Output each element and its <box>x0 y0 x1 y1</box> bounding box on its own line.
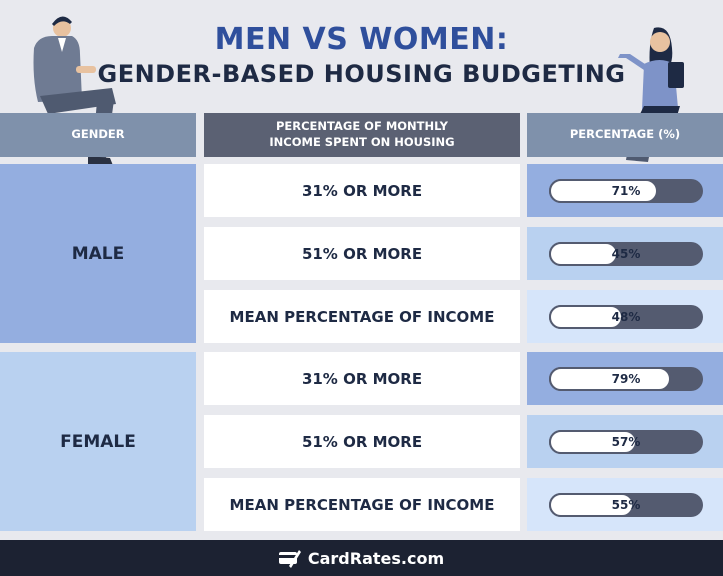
footer-brand: CardRates.com <box>307 548 445 568</box>
header-percentage: PERCENTAGE (%) <box>527 113 723 157</box>
bar-value-label: 57% <box>611 435 641 449</box>
header-metric-line1: PERCENTAGE OF MONTHLY <box>275 119 448 134</box>
chart-subtitle: GENDER-BASED HOUSING BUDGETING <box>97 60 626 88</box>
bar-value-label: 48% <box>611 310 641 324</box>
footer: CardRates.com <box>0 540 723 576</box>
bar-value-label: 71% <box>611 184 641 198</box>
bar-track: 45% <box>549 242 703 266</box>
header-metric: PERCENTAGE OF MONTHLY INCOME SPENT ON HO… <box>204 113 520 157</box>
group-male-label: MALE <box>71 243 125 264</box>
percentage-cell: 79% <box>527 352 723 405</box>
group-female: FEMALE <box>0 352 196 531</box>
metric-cell: 31% OR MORE <box>204 352 520 405</box>
bar-track: 57% <box>549 430 703 454</box>
cardrates-logo-icon <box>278 550 301 568</box>
percentage-cell: 71% <box>527 164 723 217</box>
header-metric-line2: INCOME SPENT ON HOUSING <box>269 135 455 149</box>
bar-fill <box>549 493 634 517</box>
percentage-cell: 48% <box>527 290 723 343</box>
bar-fill <box>549 179 659 203</box>
group-female-label: FEMALE <box>60 431 136 452</box>
metric-cell: 51% OR MORE <box>204 227 520 280</box>
metric-cell: MEAN PERCENTAGE OF INCOME <box>204 478 520 531</box>
bar-value-label: 55% <box>611 498 641 512</box>
bar-fill <box>549 242 619 266</box>
bar-track: 71% <box>549 179 703 203</box>
bar-value-label: 45% <box>611 247 641 261</box>
percentage-cell: 57% <box>527 415 723 468</box>
chart-title: MEN VS WOMEN: <box>214 22 509 57</box>
group-male: MALE <box>0 164 196 343</box>
bar-fill <box>549 430 637 454</box>
metric-cell: 51% OR MORE <box>204 415 520 468</box>
bar-fill <box>549 367 671 391</box>
percentage-cell: 55% <box>527 478 723 531</box>
bar-track: 55% <box>549 493 703 517</box>
metric-cell: 31% OR MORE <box>204 164 520 217</box>
bar-track: 48% <box>549 305 703 329</box>
percentage-cell: 45% <box>527 227 723 280</box>
header-gender: GENDER <box>0 113 196 157</box>
bar-value-label: 79% <box>611 372 641 386</box>
bar-fill <box>549 305 623 329</box>
metric-cell: MEAN PERCENTAGE OF INCOME <box>204 290 520 343</box>
bar-track: 79% <box>549 367 703 391</box>
